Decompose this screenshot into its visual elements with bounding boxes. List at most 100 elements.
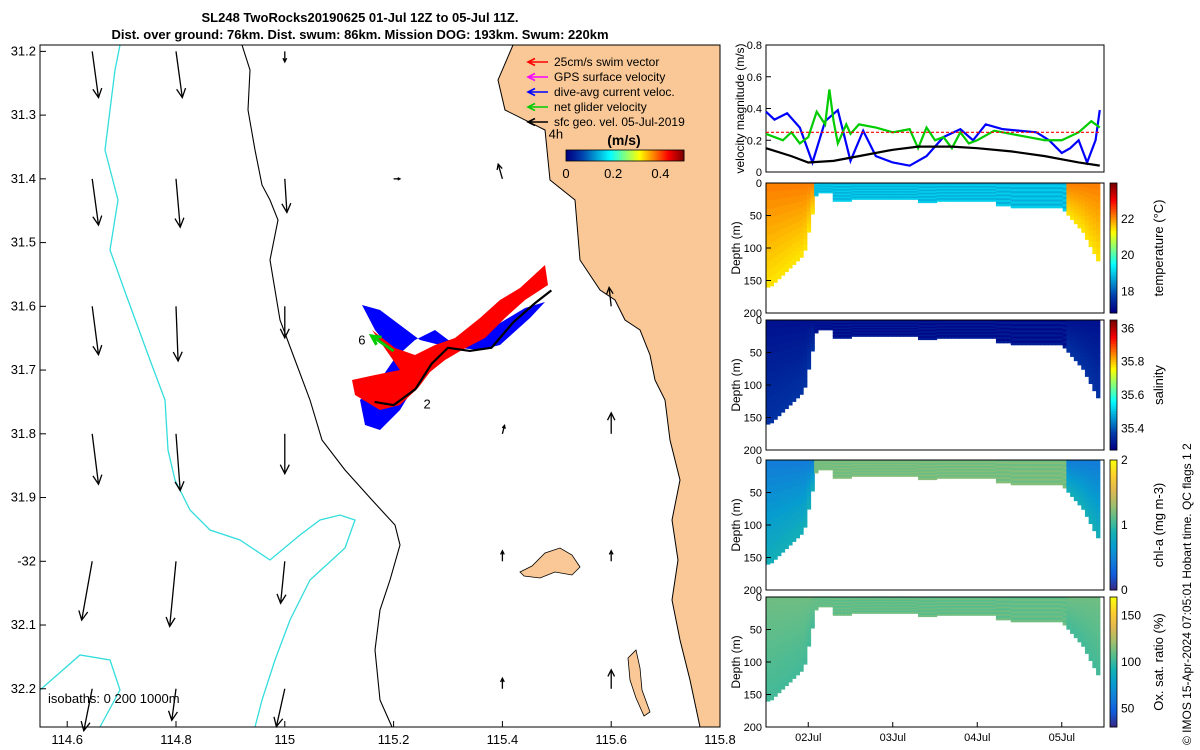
section-colorbar-cell bbox=[1110, 587, 1117, 591]
section-cell bbox=[888, 184, 893, 187]
section-cell bbox=[880, 465, 886, 468]
section-cell bbox=[873, 609, 878, 612]
section-cell bbox=[973, 189, 978, 192]
section-cell bbox=[918, 611, 923, 614]
section-cell bbox=[784, 197, 789, 206]
section-cell bbox=[773, 344, 778, 354]
section-colorbar-cell bbox=[1110, 501, 1117, 505]
section-cell bbox=[799, 326, 804, 333]
section-cell bbox=[1014, 476, 1019, 480]
section-cell bbox=[803, 521, 808, 528]
section-cell bbox=[862, 325, 867, 328]
section-cell bbox=[925, 476, 930, 479]
section-cell bbox=[1058, 482, 1064, 486]
section-cell bbox=[1044, 605, 1049, 608]
section-cell bbox=[981, 335, 986, 338]
section-cell bbox=[936, 610, 941, 613]
section-cell bbox=[817, 605, 823, 607]
section-colorbar-cell bbox=[1110, 333, 1117, 337]
section-cell bbox=[866, 611, 871, 614]
section-cell bbox=[966, 600, 971, 603]
section-cell bbox=[1062, 336, 1067, 340]
section-cell bbox=[918, 476, 923, 479]
section-cell bbox=[936, 324, 941, 327]
section-cell bbox=[791, 183, 797, 191]
section-colorbar-tick: 35.4 bbox=[1121, 421, 1145, 435]
section-cell bbox=[906, 328, 912, 331]
section-cell bbox=[1096, 221, 1101, 229]
section-cell bbox=[847, 329, 852, 332]
section-cell bbox=[1010, 338, 1016, 342]
section-cell bbox=[918, 606, 923, 609]
section-cell bbox=[1066, 333, 1071, 337]
section-cell bbox=[769, 631, 775, 641]
section-cell bbox=[1062, 597, 1067, 600]
section-cell bbox=[884, 610, 889, 613]
section-cell bbox=[999, 473, 1004, 476]
section-cell bbox=[1073, 487, 1079, 492]
section-cell bbox=[873, 607, 878, 610]
section-cell bbox=[1010, 601, 1016, 604]
section-cell bbox=[773, 199, 778, 209]
section-cell bbox=[914, 473, 919, 476]
section-cell bbox=[788, 197, 793, 205]
section-cell bbox=[925, 460, 930, 463]
section-cell bbox=[795, 183, 800, 191]
section-cell bbox=[862, 195, 867, 198]
section-cell bbox=[921, 199, 927, 202]
section-cell bbox=[955, 320, 960, 323]
section-cell bbox=[784, 342, 789, 351]
section-cell bbox=[929, 606, 934, 609]
section-cell bbox=[932, 603, 938, 606]
section-cell bbox=[1003, 617, 1008, 621]
section-cell bbox=[869, 188, 875, 191]
section-cell bbox=[932, 610, 938, 613]
section-cell bbox=[877, 324, 882, 327]
section-cell bbox=[966, 329, 971, 332]
section-cell bbox=[821, 466, 826, 468]
section-cell bbox=[858, 192, 864, 195]
map-colorbar-cell bbox=[599, 150, 602, 161]
section-cell bbox=[981, 320, 986, 323]
section-cell bbox=[969, 476, 975, 479]
section-cell bbox=[777, 660, 782, 670]
section-cell bbox=[832, 612, 838, 615]
section-cell bbox=[766, 320, 771, 330]
section-cell bbox=[858, 597, 864, 599]
section-cell bbox=[973, 196, 978, 199]
section-cell bbox=[944, 464, 949, 467]
section-cell bbox=[962, 469, 967, 472]
section-cell bbox=[825, 604, 830, 606]
section-colorbar-cell bbox=[1110, 711, 1117, 715]
section-cell bbox=[1092, 320, 1097, 327]
section-colorbar-cell bbox=[1110, 271, 1117, 275]
section-cell bbox=[981, 189, 986, 192]
section-cell bbox=[1081, 464, 1086, 469]
section-cell bbox=[899, 325, 904, 328]
section-cell bbox=[1018, 466, 1023, 469]
section-cell bbox=[899, 469, 904, 472]
section-cell bbox=[855, 599, 860, 602]
section-cell bbox=[1007, 460, 1012, 463]
section-cell bbox=[1092, 483, 1097, 490]
section-cell bbox=[918, 328, 923, 331]
section-cell bbox=[766, 406, 771, 416]
section-cell bbox=[851, 188, 856, 191]
section-cell bbox=[951, 195, 956, 198]
section-colorbar-cell bbox=[1110, 473, 1117, 477]
section-cell bbox=[843, 336, 849, 339]
section-cell bbox=[817, 328, 823, 331]
section-cell bbox=[880, 473, 886, 476]
section-cell bbox=[1051, 482, 1056, 486]
section-cell bbox=[969, 335, 975, 338]
section-cell bbox=[869, 464, 875, 467]
section-cell bbox=[814, 606, 819, 609]
section-cell bbox=[866, 598, 871, 601]
section-cell bbox=[940, 472, 945, 475]
section-cell bbox=[944, 469, 949, 472]
section-colorbar-frame bbox=[1109, 182, 1118, 314]
section-cell bbox=[981, 196, 986, 199]
section-cell bbox=[836, 184, 841, 187]
section-cell bbox=[958, 466, 964, 469]
section-cell bbox=[810, 335, 815, 339]
